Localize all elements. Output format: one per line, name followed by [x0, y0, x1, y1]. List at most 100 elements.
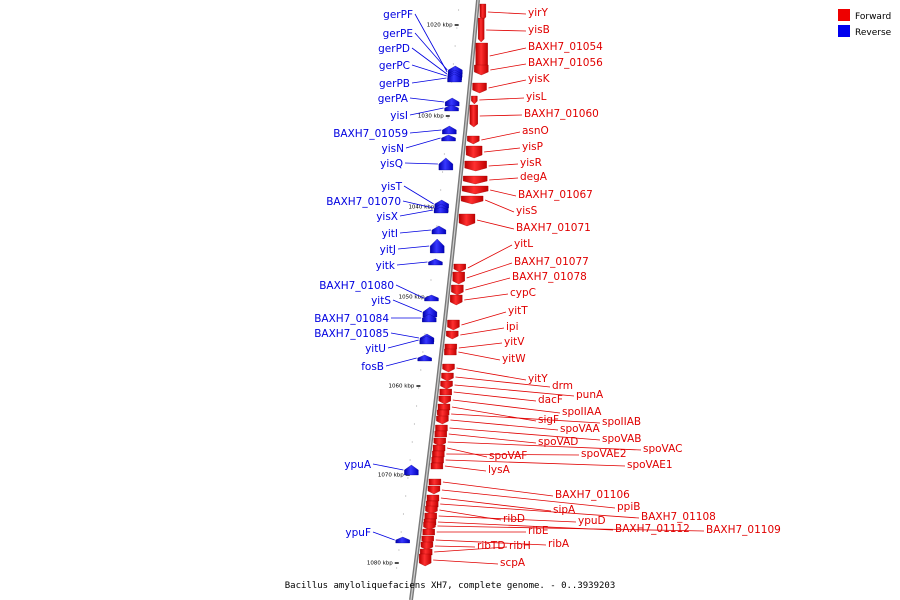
gene-spovaa-label[interactable]: spoVAA	[560, 423, 601, 435]
gene-ribe-label[interactable]: ribE	[528, 525, 549, 537]
gene-yiry-glyph[interactable]	[479, 3, 487, 21]
gene-yisl-glyph[interactable]	[471, 95, 478, 105]
gene-ypud-label[interactable]: ypuD	[578, 515, 606, 527]
gene-spovab-glyph[interactable]	[435, 424, 448, 432]
gene-ypua-label[interactable]: ypuA	[344, 459, 372, 471]
gene-baxh7-01060-glyph[interactable]	[469, 104, 478, 128]
gene-yitl-glyph[interactable]	[453, 263, 466, 273]
gene-yisl-label[interactable]: yisL	[526, 91, 547, 103]
gene-yisn-label[interactable]: yisN	[382, 143, 404, 155]
gene-ppib-glyph[interactable]	[427, 485, 441, 495]
gene-yisp-glyph[interactable]	[465, 145, 483, 159]
gene-puna-label[interactable]: punA	[576, 389, 604, 401]
gene-sipa-label[interactable]: sipA	[553, 504, 576, 516]
gene-yisr-glyph[interactable]	[464, 160, 487, 172]
gene-spovaf-label[interactable]: spoVAF	[489, 450, 527, 462]
gene-labels[interactable]: yirY yisB BAXH7_01054 BAXH7_01056 yisK yisL BA…	[314, 7, 781, 569]
gene-baxh7-01056-label[interactable]: BAXH7_01056	[528, 57, 603, 69]
gene-baxh7-01078-label[interactable]: BAXH7_01078	[512, 271, 587, 283]
gene-yitk-glyph[interactable]	[428, 258, 443, 266]
gene-spovac-glyph[interactable]	[433, 437, 446, 447]
gene-spovae1-label[interactable]: spoVAE1	[627, 459, 673, 471]
gene-gerpb-label[interactable]: gerPB	[379, 78, 410, 90]
gene-spovac-label[interactable]: spoVAC	[643, 443, 682, 455]
gene-ribtd-glyph[interactable]	[420, 541, 434, 551]
gene-dacf-glyph[interactable]	[439, 388, 452, 396]
gene-riba-label[interactable]: ribA	[548, 538, 570, 550]
gene-baxh7-01071-label[interactable]: BAXH7_01071	[516, 222, 591, 234]
gene-sigf-label[interactable]: sigF	[538, 414, 559, 426]
gene-baxh7-01080-label[interactable]: BAXH7_01080	[319, 280, 394, 292]
gene-yity-glyph[interactable]	[442, 363, 455, 373]
gene-yisr-label[interactable]: yisR	[520, 157, 542, 169]
gene-yiss-label[interactable]: yisS	[516, 205, 538, 217]
gene-baxh7-01112-label[interactable]: BAXH7_01112	[615, 523, 690, 535]
gene-cypc-glyph[interactable]	[450, 294, 463, 306]
gene-ribh-label[interactable]: ribH	[509, 540, 531, 552]
gene-yitw-glyph[interactable]	[444, 348, 457, 356]
gene-ribd-glyph[interactable]	[425, 505, 438, 515]
gene-yitv-label[interactable]: yitV	[504, 336, 525, 348]
gene-cypc-label[interactable]: cypC	[510, 287, 536, 299]
gene-yiry-label[interactable]: yirY	[528, 7, 548, 19]
gene-sigf-glyph[interactable]	[437, 403, 451, 411]
gene-yitw-label[interactable]: yitW	[502, 353, 526, 365]
gene-baxh7-01109-label[interactable]: BAXH7_01109	[706, 524, 781, 536]
gene-gerpa-glyph[interactable]	[445, 97, 460, 107]
gene-yisk-glyph[interactable]	[472, 82, 487, 94]
gene-spovaa-glyph[interactable]	[436, 415, 449, 425]
gene-ypuf-glyph[interactable]	[395, 536, 410, 544]
gene-baxh7-01059-glyph[interactable]	[442, 125, 457, 135]
gene-baxh7-01070-label[interactable]: BAXH7_01070	[326, 196, 401, 208]
gene-yitt-glyph[interactable]	[447, 319, 460, 331]
gene-baxh7-01108-label[interactable]: BAXH7_01108	[641, 511, 716, 523]
gene-asno-label[interactable]: asnO	[522, 125, 549, 137]
gene-baxh7-01071-glyph[interactable]	[458, 213, 476, 227]
gene-gerpb-glyph[interactable]	[447, 73, 462, 83]
gene-baxh7-01054-label[interactable]: BAXH7_01054	[528, 41, 603, 53]
gene-baxh7-01106-glyph[interactable]	[428, 478, 442, 486]
gene-yitj-glyph[interactable]	[430, 238, 445, 254]
gene-spovad-label[interactable]: spoVAD	[538, 436, 578, 448]
gene-gerpf-label[interactable]: gerPF	[383, 9, 413, 21]
gene-yitj-label[interactable]: yitJ	[380, 244, 396, 256]
gene-spovaf-glyph[interactable]	[432, 444, 446, 452]
gene-baxh7-01067-label[interactable]: BAXH7_01067	[518, 189, 593, 201]
gene-dacf-label[interactable]: dacF	[538, 394, 563, 406]
gene-spovab-label[interactable]: spoVAB	[602, 433, 641, 445]
gene-yitl-label[interactable]: yitL	[514, 238, 533, 250]
gene-yisi-glyph[interactable]	[444, 104, 459, 112]
gene-ribd-label[interactable]: ribD	[503, 513, 525, 525]
gene-fosb-label[interactable]: fosB	[361, 361, 384, 373]
gene-gerpa-label[interactable]: gerPA	[378, 93, 409, 105]
gene-yisn-glyph[interactable]	[441, 134, 456, 142]
gene-yity-label[interactable]: yitY	[528, 373, 548, 385]
gene-gerpd-label[interactable]: gerPD	[378, 43, 410, 55]
gene-yisb-glyph[interactable]	[478, 17, 485, 43]
gene-yitu-glyph[interactable]	[419, 335, 434, 345]
gene-puna-glyph[interactable]	[440, 380, 453, 390]
gene-baxh7-01067-glyph[interactable]	[462, 185, 489, 195]
gene-dega-glyph[interactable]	[463, 175, 488, 185]
gene-lysa-glyph[interactable]	[430, 462, 444, 470]
gene-yisp-label[interactable]: yisP	[522, 141, 543, 153]
gene-scpa-label[interactable]: scpA	[500, 557, 526, 569]
gene-ppib-label[interactable]: ppiB	[617, 501, 640, 513]
gene-gerpc-label[interactable]: gerPC	[379, 60, 410, 72]
gene-baxh7-01106-label[interactable]: BAXH7_01106	[555, 489, 630, 501]
gene-yisq-label[interactable]: yisQ	[380, 158, 403, 170]
gene-baxh7-01078-glyph[interactable]	[451, 284, 464, 296]
gene-yitu-label[interactable]: yitU	[365, 343, 386, 355]
gene-spovad-glyph[interactable]	[434, 430, 447, 438]
gene-baxh7-01084-label[interactable]: BAXH7_01084	[314, 313, 389, 325]
gene-dega-label[interactable]: degA	[520, 171, 548, 183]
gene-ribe-glyph[interactable]	[422, 528, 435, 536]
gene-yiti-glyph[interactable]	[431, 225, 447, 235]
gene-scpa-glyph[interactable]	[419, 553, 432, 567]
gene-ribtd-label[interactable]: ribTD	[477, 540, 505, 552]
gene-ipi-label[interactable]: ipi	[506, 321, 519, 333]
gene-yisx-label[interactable]: yisX	[376, 211, 398, 223]
gene-yist-label[interactable]: yisT	[381, 181, 403, 193]
gene-baxh7-01077-label[interactable]: BAXH7_01077	[514, 256, 589, 268]
gene-baxh7-01056-glyph[interactable]	[474, 64, 489, 76]
